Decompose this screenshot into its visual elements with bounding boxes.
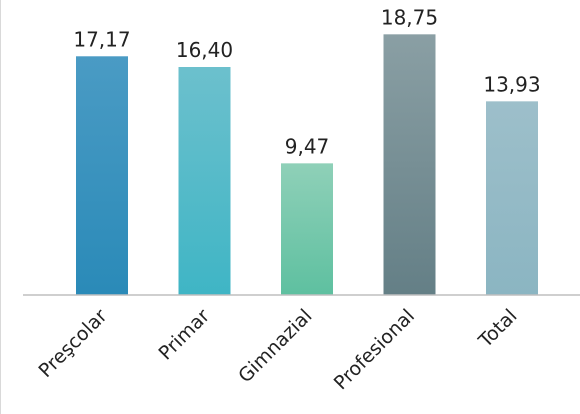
bar-profesional	[383, 34, 436, 295]
category-labels-layer: Preşcolar Primar Gimnazial Profesional Total	[35, 305, 522, 394]
category-label-primar: Primar	[155, 305, 215, 365]
bar-gimnazial	[281, 163, 333, 295]
category-label-total: Total	[474, 305, 522, 353]
bar-primar	[178, 67, 231, 295]
value-label-gimnazial: 9,47	[285, 134, 330, 158]
category-label-gimnazial: Gimnazial	[234, 305, 316, 387]
value-label-prescolar: 17,17	[73, 27, 130, 51]
bars-layer	[76, 34, 538, 296]
category-label-profesional: Profesional	[330, 305, 419, 394]
bar-prescolar	[76, 56, 128, 295]
bar-total	[486, 101, 538, 296]
value-labels-layer: 17,17 16,40 9,47 18,75 13,93	[73, 5, 540, 158]
value-label-primar: 16,40	[176, 38, 233, 62]
value-label-profesional: 18,75	[381, 5, 438, 29]
value-label-total: 13,93	[483, 72, 540, 96]
category-label-prescolar: Preşcolar	[35, 305, 112, 382]
